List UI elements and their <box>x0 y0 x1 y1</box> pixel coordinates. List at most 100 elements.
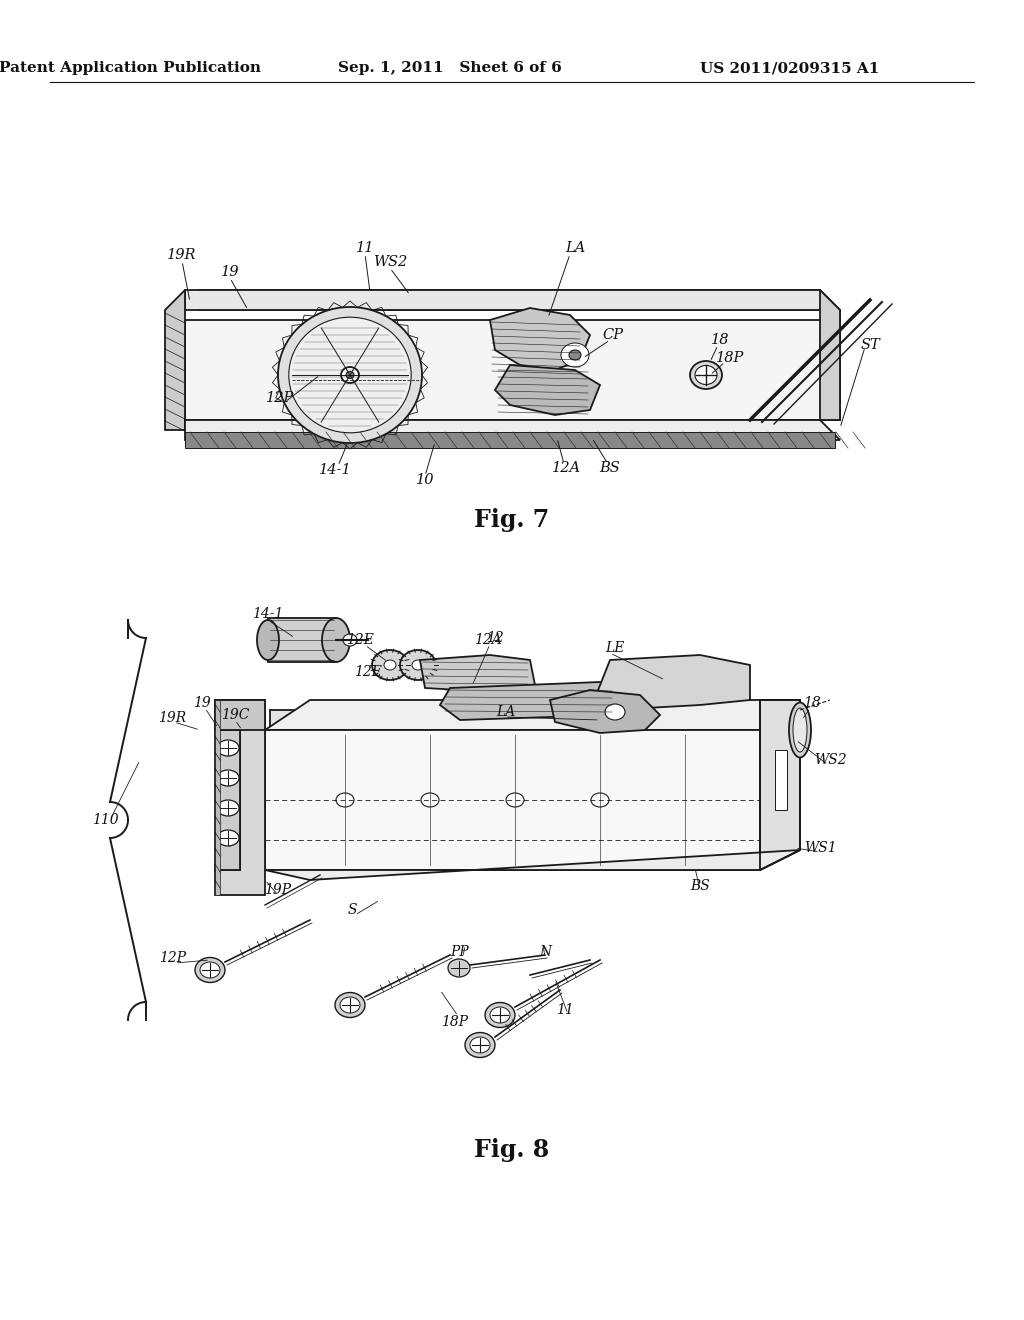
Text: Sep. 1, 2011   Sheet 6 of 6: Sep. 1, 2011 Sheet 6 of 6 <box>338 61 562 75</box>
Polygon shape <box>490 308 590 370</box>
Text: 14-1: 14-1 <box>318 463 351 477</box>
Text: 12A: 12A <box>552 461 582 475</box>
Ellipse shape <box>384 660 396 671</box>
Polygon shape <box>440 682 620 719</box>
Polygon shape <box>185 420 840 440</box>
Text: BS: BS <box>600 461 621 475</box>
Text: LA: LA <box>565 242 585 255</box>
Polygon shape <box>185 319 840 420</box>
Text: LE: LE <box>605 642 625 655</box>
Polygon shape <box>185 290 840 319</box>
Text: 19P: 19P <box>264 883 292 898</box>
Ellipse shape <box>289 317 412 433</box>
Ellipse shape <box>412 660 424 671</box>
Text: 18: 18 <box>803 696 821 710</box>
Text: WS2: WS2 <box>373 255 408 269</box>
Polygon shape <box>495 366 600 414</box>
Text: 19R: 19R <box>167 248 197 261</box>
Polygon shape <box>760 700 800 870</box>
Polygon shape <box>420 655 535 692</box>
Text: 18P: 18P <box>716 351 744 366</box>
Ellipse shape <box>341 367 359 383</box>
Polygon shape <box>820 290 840 420</box>
Ellipse shape <box>372 649 408 680</box>
Ellipse shape <box>690 360 722 389</box>
Text: BS: BS <box>690 879 710 894</box>
Ellipse shape <box>278 308 422 444</box>
Ellipse shape <box>217 770 239 785</box>
Ellipse shape <box>569 350 581 360</box>
Polygon shape <box>265 850 800 880</box>
Ellipse shape <box>421 793 439 807</box>
Polygon shape <box>550 690 660 733</box>
Text: WS1: WS1 <box>804 841 837 855</box>
Text: Patent Application Publication: Patent Application Publication <box>0 61 261 75</box>
Text: 12A: 12A <box>474 634 502 647</box>
Text: 12P: 12P <box>160 950 186 965</box>
Text: 11: 11 <box>355 242 374 255</box>
Polygon shape <box>215 700 265 730</box>
Polygon shape <box>265 700 800 730</box>
Ellipse shape <box>217 800 239 816</box>
Text: S: S <box>347 903 356 917</box>
Ellipse shape <box>605 704 625 719</box>
Text: 19: 19 <box>194 696 211 710</box>
Text: LA: LA <box>497 705 516 719</box>
Ellipse shape <box>217 830 239 846</box>
Ellipse shape <box>485 1002 515 1027</box>
Polygon shape <box>215 700 220 895</box>
Ellipse shape <box>195 957 225 982</box>
Polygon shape <box>265 730 760 870</box>
Text: 12E: 12E <box>354 665 382 678</box>
Text: 19C: 19C <box>221 708 249 722</box>
Ellipse shape <box>790 702 811 758</box>
Text: 10: 10 <box>416 473 434 487</box>
Polygon shape <box>270 710 760 730</box>
Text: 12: 12 <box>486 631 504 645</box>
Ellipse shape <box>336 793 354 807</box>
Ellipse shape <box>695 366 717 384</box>
Ellipse shape <box>200 962 220 978</box>
Polygon shape <box>215 700 265 895</box>
Ellipse shape <box>346 371 354 379</box>
Ellipse shape <box>335 993 365 1018</box>
Ellipse shape <box>465 1032 495 1057</box>
Text: CP: CP <box>602 327 624 342</box>
Bar <box>268 618 336 663</box>
Text: US 2011/0209315 A1: US 2011/0209315 A1 <box>700 61 880 75</box>
Text: N: N <box>539 945 551 960</box>
Bar <box>185 432 835 447</box>
Ellipse shape <box>793 708 807 752</box>
Ellipse shape <box>449 960 470 977</box>
Ellipse shape <box>340 997 360 1012</box>
Polygon shape <box>595 655 750 710</box>
Bar <box>775 750 787 810</box>
Text: 12E: 12E <box>346 634 374 647</box>
Text: WS2: WS2 <box>814 752 846 767</box>
Ellipse shape <box>591 793 609 807</box>
Text: 18P: 18P <box>441 1015 469 1030</box>
Text: 18: 18 <box>711 333 729 347</box>
Polygon shape <box>215 730 240 870</box>
Ellipse shape <box>343 634 357 645</box>
Text: 19: 19 <box>221 265 240 279</box>
Text: 19R: 19R <box>158 711 186 725</box>
Text: ST: ST <box>860 338 880 352</box>
Polygon shape <box>200 290 820 310</box>
Ellipse shape <box>217 741 239 756</box>
Ellipse shape <box>470 1038 490 1053</box>
Ellipse shape <box>322 618 350 663</box>
Text: Fig. 7: Fig. 7 <box>474 508 550 532</box>
Text: 11: 11 <box>556 1003 573 1016</box>
Text: PP: PP <box>451 945 469 960</box>
Text: 14-1: 14-1 <box>252 607 284 620</box>
Ellipse shape <box>561 343 589 367</box>
Text: 110: 110 <box>92 813 119 828</box>
Text: 12P: 12P <box>266 391 294 405</box>
Ellipse shape <box>257 620 279 660</box>
Ellipse shape <box>400 649 436 680</box>
Ellipse shape <box>490 1007 510 1023</box>
Polygon shape <box>165 290 185 430</box>
Ellipse shape <box>506 793 524 807</box>
Text: Fig. 8: Fig. 8 <box>474 1138 550 1162</box>
